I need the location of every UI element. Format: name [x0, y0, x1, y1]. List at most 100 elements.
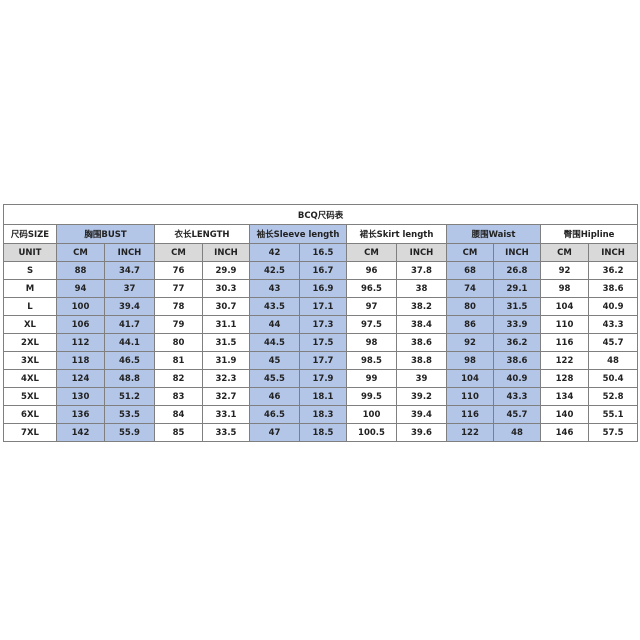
value-cell: 99 [346, 369, 397, 388]
value-cell: 29.9 [202, 261, 250, 280]
value-cell: 79 [154, 315, 203, 334]
value-cell: 38.2 [396, 297, 447, 316]
value-cell: 31.9 [202, 351, 250, 370]
value-cell: 55.1 [587, 405, 639, 424]
group-header: 腰围Waist [446, 224, 541, 244]
value-cell: 17.5 [299, 333, 347, 352]
value-cell: 118 [56, 351, 105, 370]
value-cell: 46 [249, 387, 300, 406]
value-cell: 33.5 [202, 423, 250, 442]
value-cell: 30.3 [202, 279, 250, 298]
value-cell: 76 [154, 261, 203, 280]
value-cell: 45.7 [587, 333, 639, 352]
unit-cell: 16.5 [299, 243, 347, 262]
table-title: BCQ尺码表 [2, 204, 639, 225]
value-cell: 16.9 [299, 279, 347, 298]
value-cell: 18.5 [299, 423, 347, 442]
unit-cell: CM [56, 243, 105, 262]
value-cell: 48 [587, 351, 639, 370]
value-cell: 53.5 [104, 405, 155, 424]
size-chart-table: BCQ尺码表 尺码SIZE 胸围BUST 衣长LENGTH 袖长Sleeve leng… [2, 204, 639, 442]
value-cell: 44.5 [249, 333, 300, 352]
unit-cell: CM [446, 243, 494, 262]
value-cell: 40.9 [587, 297, 639, 316]
size-cell: 7XL [3, 423, 57, 442]
value-cell: 43.5 [249, 297, 300, 316]
value-cell: 45 [249, 351, 300, 370]
value-cell: 122 [446, 423, 494, 442]
value-cell: 38.6 [493, 351, 541, 370]
value-cell: 43.3 [493, 387, 541, 406]
value-cell: 38.4 [396, 315, 447, 334]
value-cell: 41.7 [104, 315, 155, 334]
value-cell: 16.7 [299, 261, 347, 280]
value-cell: 36.2 [587, 261, 639, 280]
value-cell: 92 [446, 333, 494, 352]
value-cell: 33.9 [493, 315, 541, 334]
value-cell: 74 [446, 279, 494, 298]
size-cell: M [3, 279, 57, 298]
value-cell: 39.4 [396, 405, 447, 424]
value-cell: 18.1 [299, 387, 347, 406]
value-cell: 97.5 [346, 315, 397, 334]
table-row: 7XL 142 55.9 85 33.5 47 18.5 100.5 39.6 122 48 146 5… [3, 423, 639, 442]
value-cell: 43.3 [587, 315, 639, 334]
title-row: BCQ尺码表 [2, 204, 639, 225]
value-cell: 46.5 [249, 405, 300, 424]
value-cell: 97 [346, 297, 397, 316]
value-cell: 116 [446, 405, 494, 424]
value-cell: 98 [540, 279, 589, 298]
value-cell: 39 [396, 369, 447, 388]
value-cell: 37.8 [396, 261, 447, 280]
value-cell: 104 [540, 297, 589, 316]
value-cell: 32.3 [202, 369, 250, 388]
size-cell: 2XL [3, 333, 57, 352]
value-cell: 31.5 [202, 333, 250, 352]
value-cell: 80 [446, 297, 494, 316]
size-header: 尺码SIZE [3, 224, 57, 244]
value-cell: 46.5 [104, 351, 155, 370]
unit-cell: INCH [587, 243, 639, 262]
value-cell: 37 [104, 279, 155, 298]
value-cell: 106 [56, 315, 105, 334]
unit-row: UNIT CM INCH CM INCH 42 16.5 CM INCH CM INCH CM INCH [3, 243, 639, 262]
value-cell: 112 [56, 333, 105, 352]
value-cell: 45.5 [249, 369, 300, 388]
value-cell: 136 [56, 405, 105, 424]
value-cell: 39.2 [396, 387, 447, 406]
value-cell: 52.8 [587, 387, 639, 406]
value-cell: 86 [446, 315, 494, 334]
value-cell: 140 [540, 405, 589, 424]
value-cell: 142 [56, 423, 105, 442]
value-cell: 51.2 [104, 387, 155, 406]
value-cell: 96 [346, 261, 397, 280]
value-cell: 100 [346, 405, 397, 424]
size-cell: L [3, 297, 57, 316]
value-cell: 17.3 [299, 315, 347, 334]
value-cell: 45.7 [493, 405, 541, 424]
value-cell: 48 [493, 423, 541, 442]
value-cell: 100.5 [346, 423, 397, 442]
group-header: 裙长Skirt length [346, 224, 447, 244]
unit-cell: INCH [202, 243, 250, 262]
size-cell: S [3, 261, 57, 280]
value-cell: 94 [56, 279, 105, 298]
value-cell: 44 [249, 315, 300, 334]
table-row: M 94 37 77 30.3 43 16.9 96.5 38 74 29.1 98 38.6 [3, 279, 639, 298]
value-cell: 18.3 [299, 405, 347, 424]
value-cell: 92 [540, 261, 589, 280]
table-row: S 88 34.7 76 29.9 42.5 16.7 96 37.8 68 26.8 92 36.2 [3, 261, 639, 280]
table-row: L 100 39.4 78 30.7 43.5 17.1 97 38.2 80 31.5 104 40.… [3, 297, 639, 316]
value-cell: 26.8 [493, 261, 541, 280]
value-cell: 83 [154, 387, 203, 406]
value-cell: 110 [540, 315, 589, 334]
value-cell: 98 [346, 333, 397, 352]
value-cell: 110 [446, 387, 494, 406]
value-cell: 38.8 [396, 351, 447, 370]
value-cell: 44.1 [104, 333, 155, 352]
value-cell: 31.1 [202, 315, 250, 334]
unit-cell: 42 [249, 243, 300, 262]
value-cell: 100 [56, 297, 105, 316]
value-cell: 98 [446, 351, 494, 370]
value-cell: 17.7 [299, 351, 347, 370]
